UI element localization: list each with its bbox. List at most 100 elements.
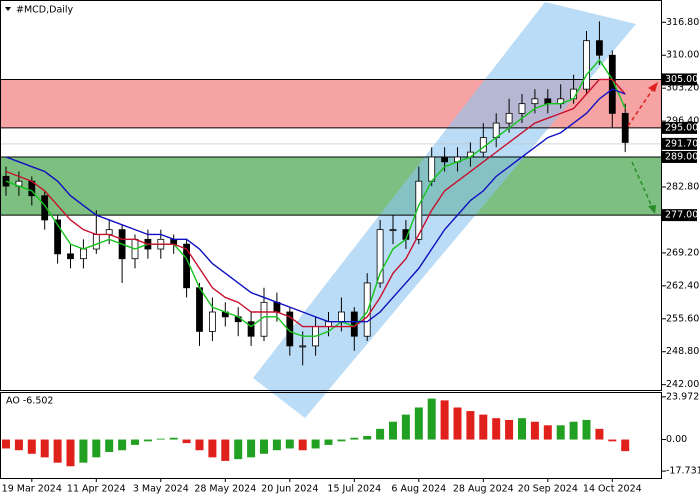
ao-bar — [401, 414, 410, 440]
ao-bar — [608, 439, 617, 442]
indicator-y-tick-label: -17.731 — [666, 466, 700, 477]
ao-bar — [272, 439, 281, 451]
ao-bar — [363, 435, 372, 440]
candle-body — [105, 229, 113, 235]
ao-bar — [337, 439, 346, 442]
ao-bar — [53, 439, 62, 463]
moving-average — [5, 58, 626, 337]
plot-layer — [0, 21, 666, 482]
candle-body — [196, 287, 203, 332]
candle-body — [41, 195, 49, 221]
candle-body — [376, 229, 384, 284]
candle-body — [247, 321, 255, 337]
candle-body — [596, 40, 603, 56]
ao-bar — [221, 439, 230, 461]
ao-bar — [260, 439, 268, 454]
candle-body — [389, 229, 397, 232]
candle-body — [518, 103, 526, 114]
ao-bar — [427, 398, 436, 440]
y-tick-label: 296.40 — [666, 116, 699, 127]
candle-body — [67, 253, 74, 260]
y-tick-label: 262.40 — [666, 280, 699, 291]
ao-bar — [505, 419, 514, 440]
candle-body — [183, 243, 191, 289]
menu-triangle — [5, 7, 11, 11]
down-arrow — [631, 161, 654, 210]
ao-bar — [324, 439, 333, 445]
moving-average — [5, 88, 626, 323]
y-tick-label: 310.00 — [666, 50, 699, 61]
ao-bar — [66, 439, 75, 467]
ao-bar — [131, 439, 139, 445]
moving-average — [5, 78, 626, 328]
ao-bar — [479, 414, 488, 440]
candle-body — [92, 234, 100, 250]
labels-layer: 242.00 248.80 255.60 262.40 269.20 282.80 296.… — [2, 17, 700, 495]
y-tick-label: 242.00 — [666, 379, 699, 390]
candle-body — [531, 98, 539, 105]
y-tick-label: 248.80 — [666, 346, 699, 357]
ao-bar — [311, 439, 320, 449]
y-tick-label: 269.20 — [666, 247, 699, 258]
candle-body — [2, 175, 10, 187]
candle-body — [441, 156, 449, 163]
x-tick-label: 11 Apr 2024 — [67, 484, 126, 495]
up-arrowhead — [648, 82, 658, 92]
candle-body — [170, 238, 178, 245]
level-label: 295.00 — [665, 122, 698, 133]
ao-bar — [156, 438, 165, 440]
candle-body — [505, 112, 513, 124]
x-tick-label: 28 Aug 2024 — [453, 484, 514, 495]
ao-bar — [40, 439, 49, 458]
y-tick-label: 316.80 — [666, 17, 699, 28]
main-frame — [0, 0, 662, 391]
ao-bar — [247, 439, 256, 458]
chart-title: #MCD,Daily — [16, 5, 74, 16]
candle-body — [583, 40, 590, 90]
up-arrow — [627, 85, 656, 127]
candle-body — [544, 98, 552, 105]
ao-bar — [414, 407, 423, 440]
ao-bar — [118, 439, 127, 451]
candle-body — [428, 156, 436, 182]
ao-bar — [143, 439, 152, 442]
level-label: 277.00 — [665, 210, 698, 221]
level-label-box — [662, 209, 697, 222]
down-arrowhead — [648, 205, 656, 214]
x-tick-label: 14 Oct 2024 — [583, 484, 642, 495]
zone — [0, 156, 662, 216]
candle-body — [363, 282, 371, 337]
ao-bar — [92, 439, 101, 458]
ao-bar — [234, 439, 243, 460]
candle-body — [621, 112, 629, 143]
candle-body — [54, 219, 61, 255]
indicator-label: AO -6.502 — [6, 396, 53, 407]
x-tick-label: 20 Sep 2024 — [518, 484, 578, 495]
ao-bar — [389, 421, 397, 440]
ao-bar — [79, 439, 88, 463]
ao-bar — [298, 439, 307, 451]
ao-bar — [27, 439, 36, 454]
ao-bar — [582, 419, 591, 440]
y-tick-label: 303.20 — [666, 83, 699, 94]
ao-bar — [621, 439, 630, 452]
y-tick-label: 255.60 — [666, 313, 699, 324]
ao-bar — [466, 411, 475, 440]
ao-bar — [14, 439, 23, 451]
level-label-box — [662, 150, 697, 163]
ao-bar — [518, 418, 526, 440]
x-tick-label: 28 May 2024 — [194, 484, 256, 495]
ao-bar — [2, 439, 10, 449]
level-label-box — [662, 121, 697, 134]
ao-bar — [105, 439, 114, 453]
indicator-y-tick-label: 23.972 — [666, 391, 699, 402]
ao-bar — [195, 439, 204, 451]
indicator-frame — [0, 392, 662, 479]
candle-body — [415, 180, 423, 240]
ao-bar — [453, 407, 462, 440]
candle-body — [208, 311, 216, 332]
last-price-box — [662, 137, 697, 150]
x-tick-label: 6 Aug 2024 — [391, 484, 446, 495]
ao-bar — [530, 421, 539, 440]
